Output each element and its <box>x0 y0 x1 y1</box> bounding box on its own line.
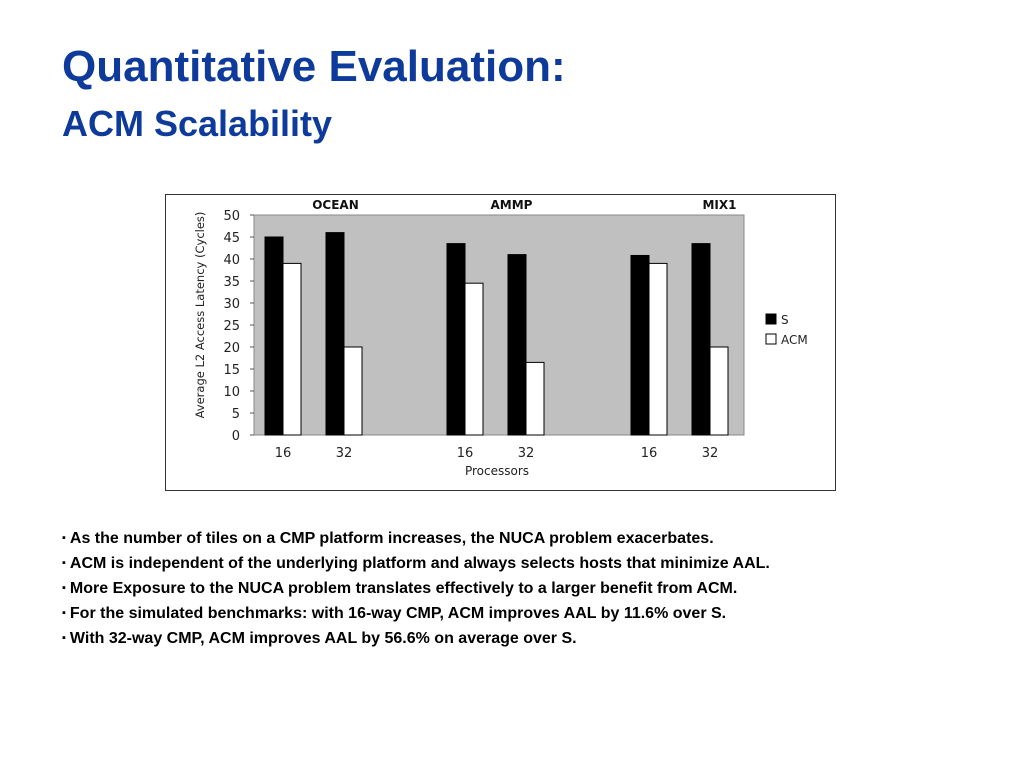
slide-title: Quantitative Evaluation: <box>62 42 566 91</box>
bullet-marker: ▪ <box>62 532 66 544</box>
y-tick-label: 20 <box>223 341 240 356</box>
x-axis-label: Processors <box>465 464 529 478</box>
bullet-marker: ▪ <box>62 632 66 644</box>
legend-label: ACM <box>781 333 808 347</box>
bar-s <box>507 254 527 436</box>
bullet-item: ▪ As the number of tiles on a CMP platfor… <box>62 526 942 551</box>
y-tick-label: 15 <box>223 363 240 378</box>
legend-label: S <box>781 313 789 327</box>
bullet-item: ▪ ACM is independent of the underlying pl… <box>62 551 822 576</box>
x-tick-label: 16 <box>641 446 658 461</box>
x-tick-label: 32 <box>336 446 353 461</box>
bar-acm <box>525 361 545 436</box>
bar-s <box>691 243 711 436</box>
bar-s <box>264 236 284 436</box>
group-label: AMMP <box>491 198 533 212</box>
y-tick-label: 50 <box>223 209 240 224</box>
bullet-marker: ▪ <box>62 607 66 619</box>
bar-s <box>446 243 466 436</box>
chart-frame: 0 5 10 15 20 25 30 35 40 45 50 Average L2 Access La… <box>165 194 836 491</box>
x-tick-label: 16 <box>457 446 474 461</box>
legend-swatch <box>765 333 777 345</box>
bar-acm <box>282 262 302 436</box>
y-tick-label: 5 <box>232 407 240 422</box>
y-axis-label: Average L2 Access Latency (Cycles) <box>193 212 207 419</box>
bullet-marker: ▪ <box>62 582 66 594</box>
y-tick-label: 45 <box>223 231 240 246</box>
group-label: OCEAN <box>312 198 359 212</box>
bar-s <box>325 232 345 436</box>
bullet-list: ▪ As the number of tiles on a CMP platfor… <box>62 526 942 651</box>
y-tick-label: 40 <box>223 253 240 268</box>
bar-acm <box>343 346 363 436</box>
bullet-text: More Exposure to the NUCA problem transl… <box>69 580 738 597</box>
slide-subtitle: ACM Scalability <box>62 103 333 144</box>
x-tick-label: 16 <box>275 446 292 461</box>
y-tick-label: 30 <box>223 297 240 312</box>
bar-acm <box>648 262 668 436</box>
bullet-item: ▪ For the simulated benchmarks: with 16-w… <box>62 601 942 626</box>
y-tick-label: 0 <box>232 429 240 444</box>
bar-acm <box>709 346 729 436</box>
bullet-marker: ▪ <box>62 557 66 569</box>
bullet-text: As the number of tiles on a CMP platform… <box>69 530 714 547</box>
group-label: MIX1 <box>702 198 736 212</box>
bullet-item: ▪ More Exposure to the NUCA problem trans… <box>62 576 942 601</box>
bar-chart: 0 5 10 15 20 25 30 35 40 45 50 Average L2 Access La… <box>193 198 808 478</box>
x-tick-label: 32 <box>702 446 719 461</box>
y-tick-label: 10 <box>223 385 240 400</box>
bullet-item: ▪ With 32-way CMP, ACM improves AAL by 56… <box>62 626 942 651</box>
bullet-text: With 32-way CMP, ACM improves AAL by 56.… <box>69 630 577 647</box>
y-tick-label: 35 <box>223 275 240 290</box>
bullet-text: For the simulated benchmarks: with 16-wa… <box>69 605 727 622</box>
bullet-text: ACM is independent of the underlying pla… <box>69 555 770 572</box>
bar-acm <box>464 282 484 436</box>
x-tick-label: 32 <box>518 446 535 461</box>
legend-swatch <box>765 313 777 325</box>
y-tick-label: 25 <box>223 319 240 334</box>
bar-s <box>630 254 650 436</box>
